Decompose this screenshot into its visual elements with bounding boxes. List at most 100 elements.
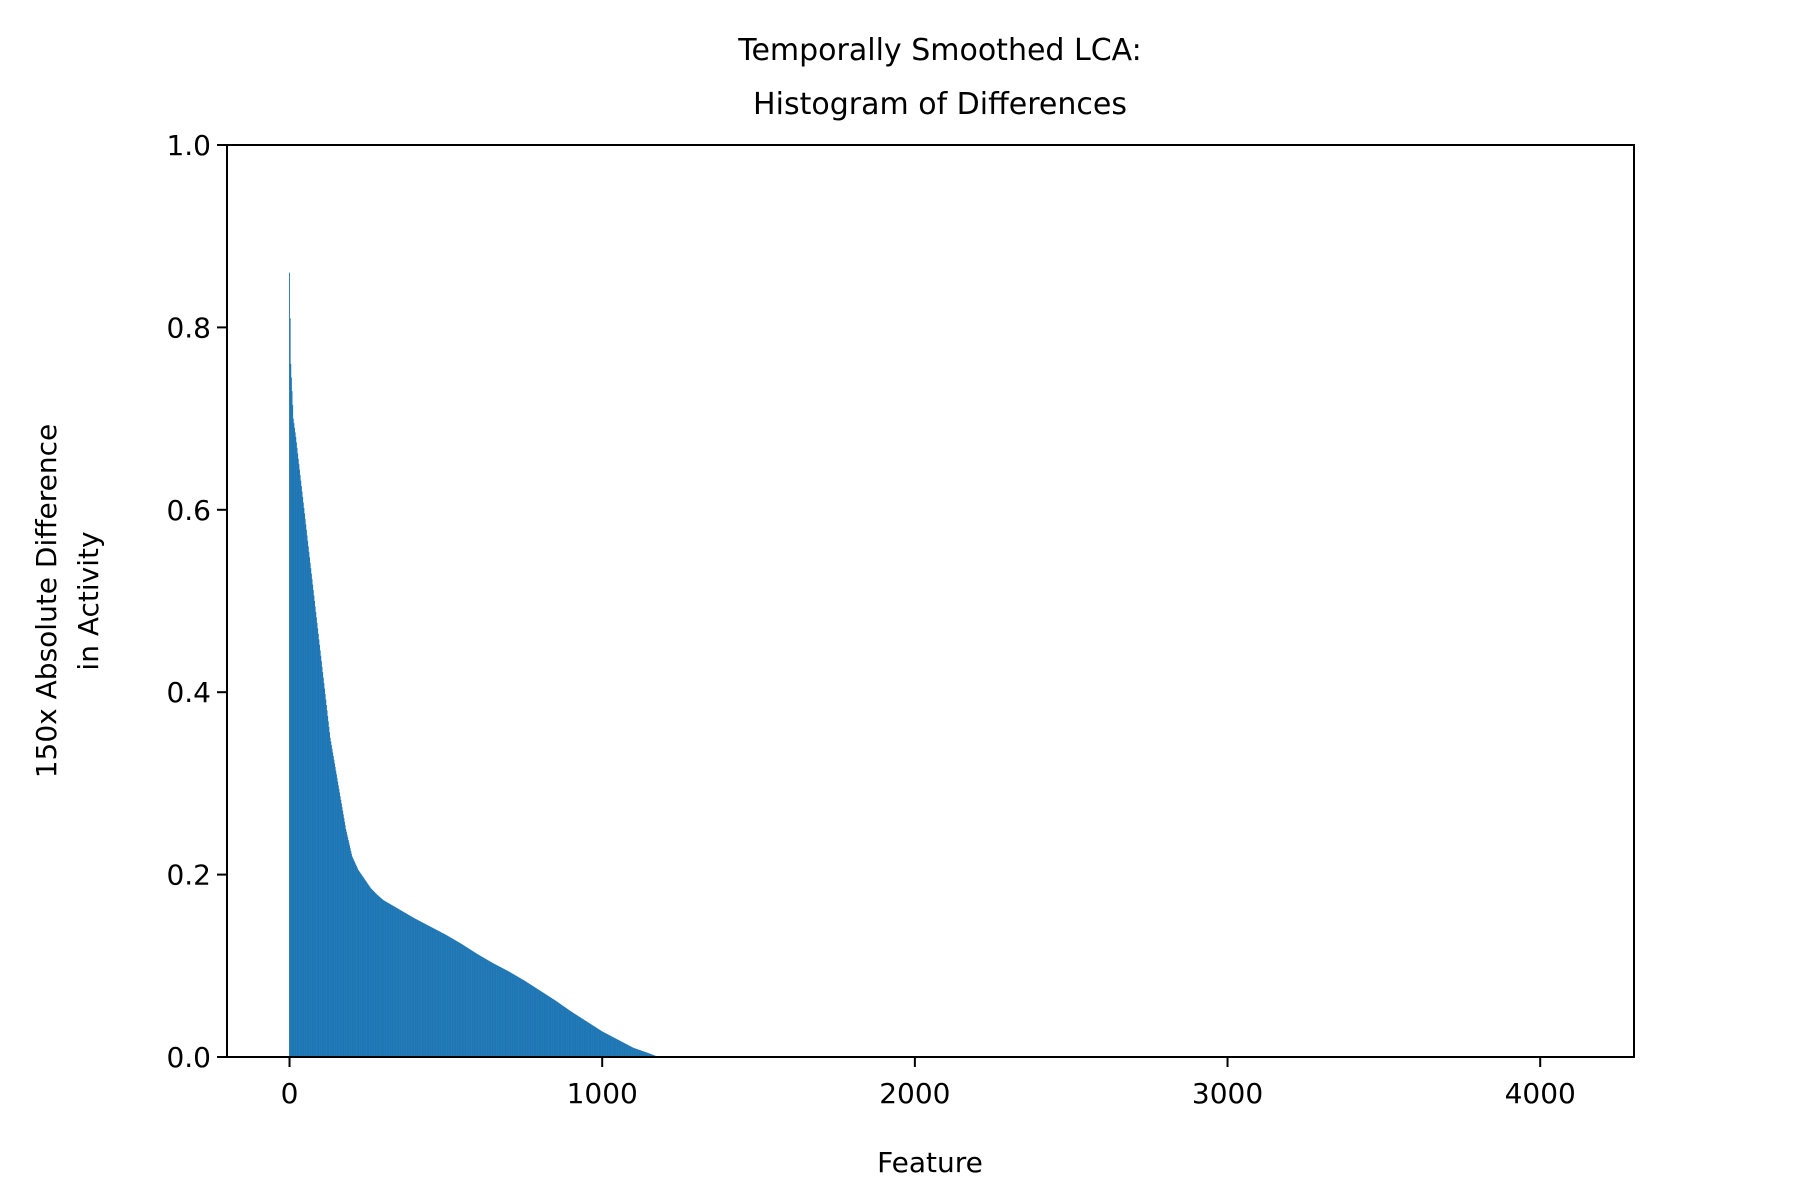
bar	[365, 881, 367, 1057]
bar	[593, 1026, 595, 1057]
bar	[534, 987, 536, 1057]
bar	[379, 896, 381, 1057]
bar	[484, 958, 486, 1057]
bar	[603, 1032, 605, 1057]
bar	[442, 933, 444, 1057]
bar	[386, 902, 388, 1057]
bar	[644, 1051, 646, 1057]
bar	[533, 986, 535, 1057]
bar	[647, 1052, 649, 1057]
bar	[332, 752, 334, 1057]
bar	[624, 1043, 626, 1057]
bar	[511, 973, 512, 1057]
y-tick-label: 0.4	[166, 676, 211, 709]
bar	[587, 1022, 589, 1057]
y-tick-label: 1.0	[166, 129, 211, 162]
bar	[626, 1044, 628, 1057]
bar	[400, 910, 402, 1057]
bar	[588, 1023, 590, 1057]
bar	[585, 1021, 587, 1057]
bar	[328, 726, 330, 1057]
bar	[520, 978, 522, 1057]
bar	[619, 1040, 621, 1057]
bar	[343, 818, 345, 1057]
bar	[566, 1008, 568, 1057]
bar	[544, 994, 546, 1057]
y-tick-label: 0.6	[166, 494, 211, 527]
bar	[567, 1009, 569, 1057]
bar	[334, 766, 336, 1057]
x-tick-label: 1000	[567, 1077, 638, 1110]
bar	[509, 972, 511, 1057]
bar	[453, 939, 455, 1057]
bar	[517, 977, 519, 1057]
bar	[510, 972, 512, 1057]
bar	[633, 1047, 634, 1057]
bar	[639, 1050, 641, 1057]
bar	[303, 507, 305, 1057]
bar	[297, 453, 299, 1058]
bar	[549, 997, 551, 1057]
bar	[399, 909, 401, 1057]
bar	[604, 1032, 606, 1057]
bar	[386, 901, 387, 1057]
bar	[401, 910, 402, 1057]
bar	[577, 1015, 579, 1057]
y-axis-label: 150x Absolute Difference in Activity	[30, 424, 105, 779]
bar	[536, 988, 537, 1057]
bar	[614, 1038, 616, 1057]
bar	[444, 934, 446, 1057]
bar	[388, 903, 390, 1057]
bar	[650, 1054, 652, 1057]
bar	[586, 1021, 588, 1057]
bar	[436, 929, 437, 1057]
bar	[353, 860, 355, 1057]
bar	[452, 938, 454, 1057]
bar	[572, 1013, 574, 1057]
bar	[469, 949, 471, 1057]
bar	[307, 546, 309, 1057]
bar	[542, 992, 544, 1057]
bar	[581, 1018, 583, 1057]
bar	[413, 918, 415, 1057]
bar	[340, 803, 342, 1057]
bar	[451, 938, 453, 1057]
bar	[351, 856, 353, 1057]
bar	[618, 1040, 619, 1057]
bar	[320, 661, 322, 1057]
bar	[457, 941, 459, 1057]
bar	[361, 875, 363, 1057]
bar	[416, 919, 417, 1057]
bar	[394, 906, 396, 1057]
bar	[291, 391, 293, 1057]
bar	[384, 900, 386, 1057]
bar	[514, 974, 516, 1057]
bar	[334, 763, 336, 1057]
bar	[634, 1048, 636, 1057]
bar	[514, 975, 516, 1057]
bar	[508, 971, 510, 1057]
x-axis: 0 1000 2000 3000 4000	[281, 1057, 1576, 1110]
bar	[513, 974, 515, 1057]
bar	[489, 961, 491, 1057]
bar	[387, 902, 389, 1057]
bar	[405, 913, 407, 1057]
bar	[310, 568, 312, 1057]
bar	[613, 1037, 614, 1057]
y-axis: 0.0 0.2 0.4 0.6 0.8 1.0	[166, 129, 227, 1074]
bar	[296, 447, 298, 1057]
bar	[506, 970, 507, 1057]
bar	[591, 1024, 593, 1057]
bar	[329, 732, 331, 1057]
bar	[317, 628, 319, 1057]
bar	[427, 925, 429, 1057]
bar	[429, 926, 431, 1057]
bar	[317, 633, 319, 1057]
bar	[634, 1048, 636, 1057]
bar	[312, 590, 314, 1057]
bar	[582, 1019, 584, 1057]
bar	[401, 911, 403, 1057]
bar	[355, 864, 357, 1057]
bar	[350, 850, 352, 1057]
